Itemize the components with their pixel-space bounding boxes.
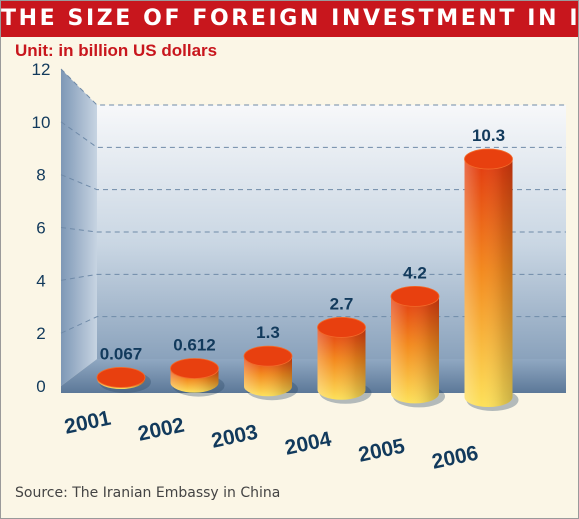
chart-title: THE SIZE OF FOREIGN INVESTMENT IN IRAN: [1, 6, 579, 31]
gridline: [60, 174, 566, 191]
bar-top: [464, 148, 513, 170]
bar-body-shade: [391, 296, 439, 404]
y-tick-label: 4: [36, 271, 45, 290]
bar-top: [243, 345, 293, 367]
bar-body-shade: [317, 327, 366, 400]
gridline: [60, 273, 566, 281]
bar: 4.2: [390, 263, 445, 408]
x-tick-label: 2002: [136, 414, 186, 446]
gridline: [60, 227, 566, 233]
bar: 2.7: [317, 294, 372, 404]
bar-body-shade: [464, 159, 513, 408]
x-tick-label: 2001: [62, 406, 113, 438]
bar-value-label: 0.067: [100, 344, 143, 363]
bar-top: [390, 285, 440, 307]
bar-value-label: 10.3: [472, 126, 505, 145]
gridline: [60, 68, 566, 106]
x-tick-label: 2006: [430, 442, 480, 474]
y-tick-label: 8: [36, 166, 45, 185]
bar-value-label: 2.7: [330, 294, 354, 313]
side-wall: [61, 69, 97, 386]
bar-value-label: 0.612: [173, 335, 216, 354]
bar: 0.612: [170, 335, 225, 397]
bar-value-label: 1.3: [256, 323, 280, 342]
x-tick-label: 2004: [283, 427, 334, 459]
bar: 10.3: [464, 126, 519, 411]
bar-top: [96, 367, 146, 388]
y-axis-tick-labels: 0 2 4 6 8 10 12: [32, 60, 51, 396]
y-tick-label: 12: [32, 60, 51, 79]
bar: 1.3: [243, 323, 298, 401]
bar-value-label: 4.2: [403, 263, 427, 282]
bar-top: [170, 358, 219, 379]
unit-label: Unit: in billion US dollars: [15, 41, 218, 60]
x-tick-label: 2003: [209, 421, 259, 453]
y-tick-label: 10: [32, 113, 51, 132]
x-axis-tick-labels: 2001 2002 2003 2004 2005 2006: [62, 406, 480, 473]
bar-body-shade: [244, 356, 292, 397]
y-tick-label: 2: [36, 324, 45, 343]
y-tick-label: 0: [36, 377, 45, 396]
title-bar: THE SIZE OF FOREIGN INVESTMENT IN IRAN: [1, 1, 578, 37]
source-note: Source: The Iranian Embassy in China: [15, 485, 281, 501]
bars: 0.067 0.612 1.3 2.7 4.2 10.3: [96, 126, 519, 411]
x-tick-label: 2005: [356, 434, 407, 466]
y-tick-label: 6: [36, 219, 45, 238]
bar: 0.067: [96, 344, 151, 393]
bar-top: [317, 317, 366, 338]
